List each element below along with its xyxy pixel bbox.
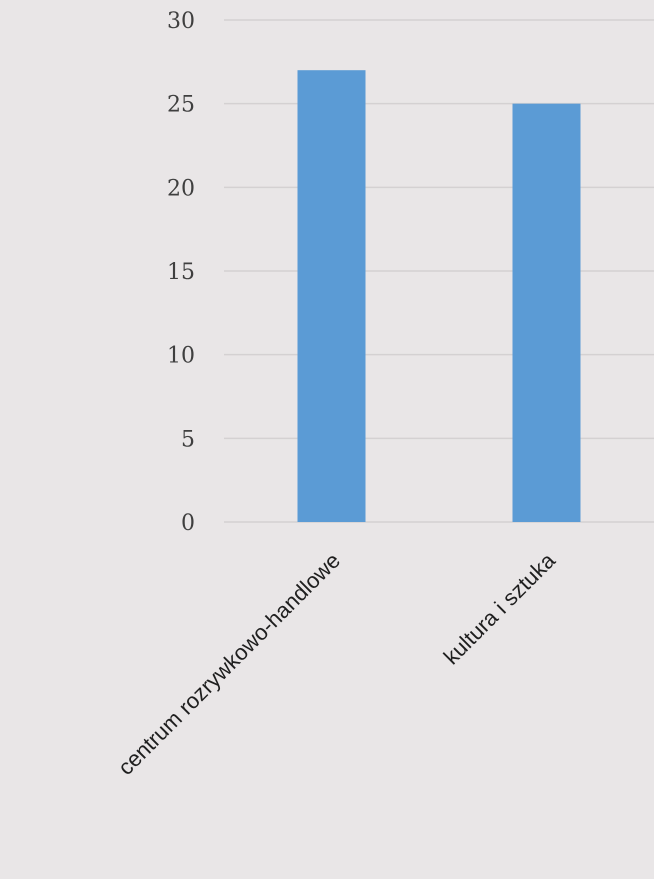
y-tick-label: 10	[167, 344, 195, 369]
bar-2	[512, 103, 581, 523]
y-tick-label: 20	[167, 176, 195, 201]
y-tick-label: 25	[167, 93, 195, 118]
bar-1	[297, 70, 366, 522]
x-axis-labels: centrum rozrywkowo-handlowe kultura i szt…	[113, 547, 561, 780]
y-tick-label: 30	[167, 9, 195, 34]
y-tick-label: 15	[167, 260, 195, 285]
x-category-label: centrum rozrywkowo-handlowe	[113, 548, 345, 780]
bars	[297, 70, 581, 523]
x-category-label: kultura i sztuka	[439, 547, 561, 669]
y-tick-label: 5	[181, 427, 195, 452]
gridlines	[224, 19, 654, 523]
y-axis-ticks: 0 5 10 15 20 25 30	[167, 9, 195, 536]
y-tick-label: 0	[181, 511, 195, 536]
